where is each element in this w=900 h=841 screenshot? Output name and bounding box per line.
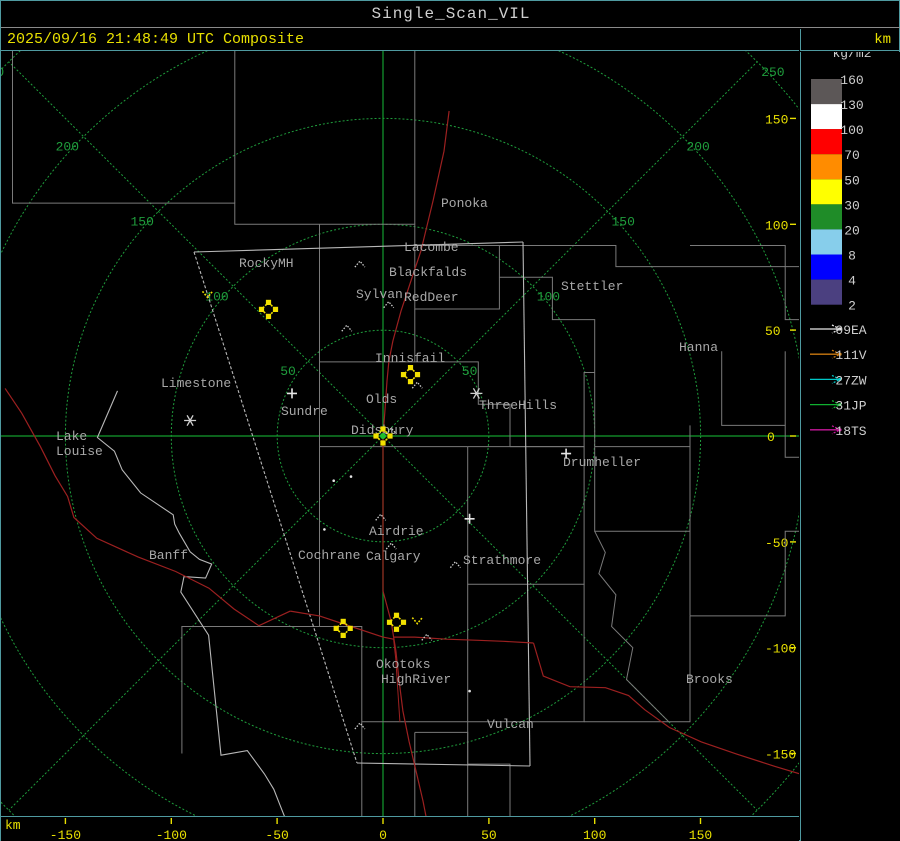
svg-text:50: 50 bbox=[462, 364, 478, 379]
svg-text:09EA: 09EA bbox=[835, 323, 866, 338]
svg-text:Lake: Lake bbox=[56, 429, 87, 444]
svg-text:31JP: 31JP bbox=[835, 399, 866, 414]
svg-text:200: 200 bbox=[56, 140, 79, 155]
svg-text:0: 0 bbox=[379, 828, 387, 841]
svg-text:Okotoks: Okotoks bbox=[376, 657, 431, 672]
svg-text:130: 130 bbox=[840, 98, 863, 113]
svg-text:150: 150 bbox=[612, 215, 635, 230]
svg-text:250: 250 bbox=[761, 65, 784, 80]
svg-text:20: 20 bbox=[844, 223, 860, 238]
svg-text:Blackfalds: Blackfalds bbox=[389, 265, 467, 280]
svg-text:Strathmore: Strathmore bbox=[463, 553, 541, 568]
svg-text:250: 250 bbox=[1, 65, 4, 80]
svg-text:70: 70 bbox=[844, 148, 860, 163]
svg-text:4: 4 bbox=[848, 274, 856, 289]
svg-text:150: 150 bbox=[765, 112, 788, 127]
svg-text:Drumheller: Drumheller bbox=[563, 455, 641, 470]
svg-text:Lacombe: Lacombe bbox=[404, 240, 459, 255]
svg-text:160: 160 bbox=[840, 73, 863, 88]
svg-text:RockyMH: RockyMH bbox=[239, 256, 294, 271]
svg-text:Sundre: Sundre bbox=[281, 404, 328, 419]
svg-text:-150: -150 bbox=[765, 748, 796, 763]
svg-text:Ponoka: Ponoka bbox=[441, 196, 488, 211]
svg-text:18TS: 18TS bbox=[835, 424, 866, 439]
svg-text:Airdrie: Airdrie bbox=[369, 524, 424, 539]
svg-text:kg/m2: kg/m2 bbox=[832, 52, 871, 61]
svg-text:50: 50 bbox=[844, 173, 860, 188]
svg-text:-100: -100 bbox=[765, 642, 796, 657]
svg-text:Banff: Banff bbox=[149, 548, 188, 563]
svg-text:150: 150 bbox=[131, 215, 154, 230]
svg-text:100: 100 bbox=[583, 828, 606, 841]
svg-text:Olds: Olds bbox=[366, 392, 397, 407]
svg-text:Louise: Louise bbox=[56, 444, 103, 459]
svg-text:Limestone: Limestone bbox=[161, 376, 231, 391]
svg-text:Stettler: Stettler bbox=[561, 279, 623, 294]
svg-text:100: 100 bbox=[840, 123, 863, 138]
svg-text:100: 100 bbox=[537, 289, 560, 304]
svg-text:100: 100 bbox=[765, 218, 788, 233]
svg-text:8: 8 bbox=[848, 249, 856, 264]
svg-text:km: km bbox=[5, 818, 21, 833]
svg-text:ThreeHills: ThreeHills bbox=[479, 398, 557, 413]
svg-text:-100: -100 bbox=[156, 828, 187, 841]
svg-text:200: 200 bbox=[686, 140, 709, 155]
svg-text:RedDeer: RedDeer bbox=[404, 290, 459, 305]
svg-text:27ZW: 27ZW bbox=[835, 373, 866, 388]
svg-text:Innisfail: Innisfail bbox=[375, 351, 445, 366]
svg-text:-150: -150 bbox=[50, 828, 81, 841]
svg-text:30: 30 bbox=[844, 198, 860, 213]
svg-text:-50: -50 bbox=[265, 828, 288, 841]
svg-text:150: 150 bbox=[689, 828, 712, 841]
svg-text:Hanna: Hanna bbox=[679, 340, 718, 355]
svg-text:111V: 111V bbox=[835, 348, 866, 363]
svg-text:Brooks: Brooks bbox=[686, 672, 733, 687]
svg-text:50: 50 bbox=[280, 364, 296, 379]
svg-text:Sylvan: Sylvan bbox=[356, 287, 403, 302]
svg-text:50: 50 bbox=[481, 828, 497, 841]
svg-text:Cochrane: Cochrane bbox=[298, 548, 360, 563]
svg-text:Vulcan: Vulcan bbox=[487, 717, 534, 732]
svg-text:2: 2 bbox=[848, 299, 856, 314]
svg-text:Calgary: Calgary bbox=[366, 549, 421, 564]
svg-text:0: 0 bbox=[767, 430, 775, 445]
svg-text:HighRiver: HighRiver bbox=[381, 672, 451, 687]
svg-text:50: 50 bbox=[765, 324, 781, 339]
